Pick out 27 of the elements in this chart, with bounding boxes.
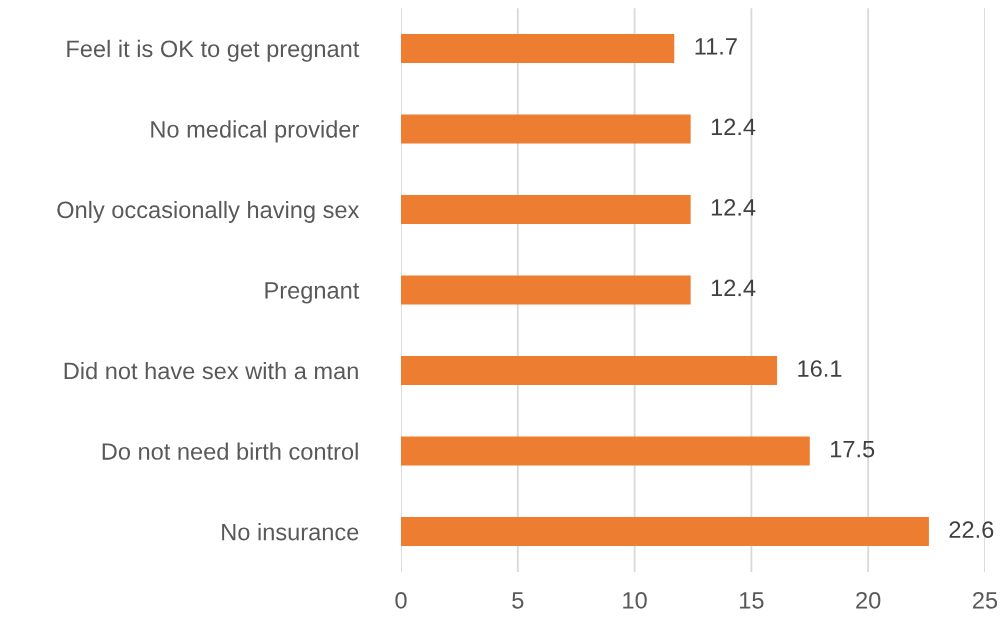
data-label: 22.6: [949, 521, 994, 538]
y-tick-label: Feel it is OK to get pregnant: [67, 39, 360, 62]
bar: [401, 114, 691, 144]
y-tick-label: Do not need birth control: [102, 442, 358, 460]
x-tick-label: 0: [395, 591, 407, 609]
data-label: 16.1: [798, 360, 842, 377]
data-label: 17.5: [831, 440, 875, 458]
x-tick-label: 20: [856, 591, 881, 609]
bar: [401, 194, 691, 224]
x-tick-label: 15: [740, 592, 764, 609]
y-tick-label: Did not have sex with a man: [64, 361, 358, 380]
x-tick-label: 5: [512, 592, 524, 609]
bar: [401, 517, 929, 547]
y-tick-label: Pregnant: [265, 282, 360, 304]
data-label: 12.4: [711, 199, 756, 216]
x-tick-label: 25: [973, 591, 998, 609]
data-label: 12.4: [711, 118, 756, 136]
bar: [401, 33, 675, 63]
y-tick-label: Only occasionally having sex: [57, 200, 360, 223]
bar: [401, 275, 691, 305]
data-label: 11.7: [695, 38, 737, 55]
y-tick-label: No medical provider: [151, 120, 359, 143]
data-label: 12.4: [711, 279, 756, 297]
bar: [401, 356, 778, 386]
y-tick-label: No insurance: [222, 523, 359, 541]
x-tick-label: 10: [623, 591, 647, 609]
bar: [401, 436, 810, 466]
